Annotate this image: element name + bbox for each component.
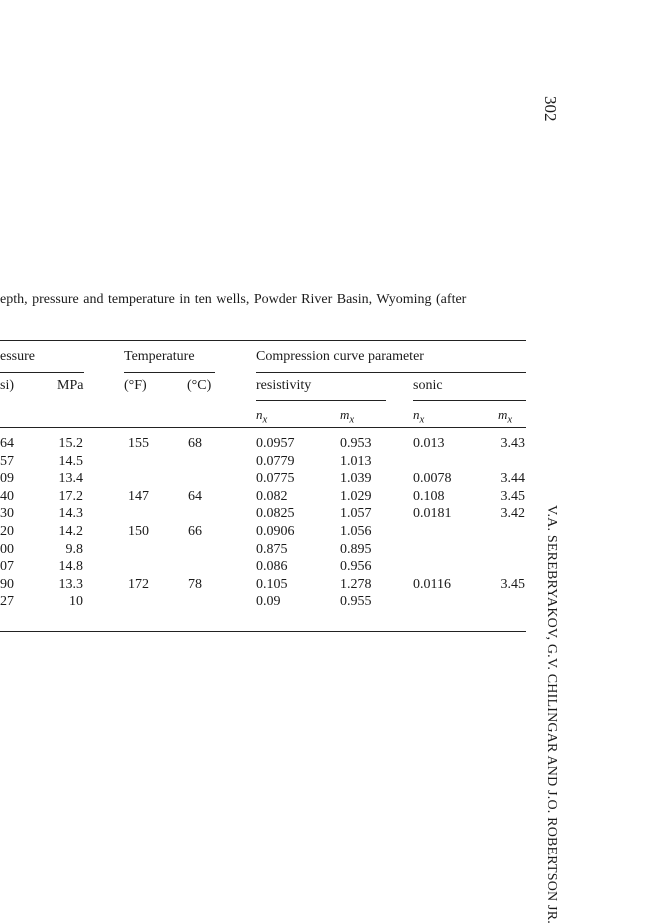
rule [256,372,526,373]
page-number: 302 [541,96,560,122]
cell-son-n: 0.0181 [413,506,452,522]
header-celsius: (°C) [187,378,212,393]
cell-psi: 20 [0,524,14,539]
cell-mpa: 10 [69,594,83,610]
header-sonic: sonic [413,378,443,393]
rule [256,400,386,401]
running-header: V.A. SEREBRYAKOV, G.V. CHILINGAR AND J.O… [544,505,559,924]
rule [124,372,215,373]
cell-mpa: 17.2 [58,488,84,504]
cell-mpa: 13.3 [58,576,84,592]
cell-res-n: 0.0825 [256,506,295,522]
header-mpa: MPa [57,378,84,393]
cell-psi: 90 [0,576,14,592]
header-fahrenheit: (°F) [124,378,147,393]
cell-c: 64 [188,488,202,504]
cell-psi: 40 [0,488,14,504]
cell-son-m: 3.44 [500,471,526,487]
cell-res-n: 0.875 [256,541,288,557]
cell-son-m: 3.42 [500,506,526,522]
cell-res-m: 0.956 [340,559,372,575]
cell-f: 172 [128,576,149,592]
cell-res-m: 1.057 [340,506,372,522]
cell-res-n: 0.0957 [256,436,295,451]
cell-res-n: 0.09 [256,594,281,610]
cell-son-m: 3.43 [500,436,526,451]
cell-son-n: 0.0116 [413,576,451,592]
cell-son-n: 0.108 [413,488,445,504]
bottom-rule [0,631,526,632]
cell-res-m: 1.278 [340,576,372,592]
cell-res-n: 0.0906 [256,524,295,539]
cell-res-n: 0.082 [256,488,288,504]
cell-res-m: 1.056 [340,524,372,539]
header-res-n: nx [256,407,268,426]
cell-res-m: 0.953 [340,436,372,451]
header-resistivity: resistivity [256,378,312,393]
rule [413,400,526,401]
cell-mpa: 14.3 [58,506,84,522]
cell-psi: 57 [0,453,14,469]
cell-f: 147 [128,488,149,504]
cell-mpa: 9.8 [65,541,84,557]
header-pressure: essure [0,349,35,364]
header-res-m: mx [340,407,355,426]
cell-res-n: 0.086 [256,559,288,575]
cell-res-m: 1.029 [340,488,372,504]
cell-res-n: 0.0779 [256,453,295,469]
cell-son-n: 0.0078 [413,471,452,487]
cell-mpa: 14.5 [58,453,84,469]
cell-res-m: 1.039 [340,471,372,487]
cell-f: 150 [128,524,149,539]
cell-res-m: 1.013 [340,453,372,469]
cell-psi: 00 [0,541,14,557]
cell-res-m: 0.895 [340,541,372,557]
cell-psi: 30 [0,506,14,522]
cell-c: 78 [188,576,202,592]
cell-mpa: 14.8 [58,559,84,575]
cell-res-n: 0.0775 [256,471,295,487]
cell-psi: 27 [0,594,14,610]
header-son-m: mx [498,407,513,426]
top-rule [0,340,526,341]
cell-psi: 64 [0,436,14,451]
cell-c: 66 [188,524,202,539]
cell-psi: 07 [0,559,14,575]
cell-mpa: 15.2 [58,436,84,451]
cell-f: 155 [128,436,149,451]
cell-psi: 09 [0,471,14,487]
header-compression: Compression curve parameter [256,349,424,364]
header-rule [0,427,526,428]
cell-res-n: 0.105 [256,576,288,592]
cell-mpa: 13.4 [58,471,84,487]
cell-res-m: 0.955 [340,594,372,610]
cell-c: 68 [188,436,202,451]
header-temperature: Temperature [124,349,195,364]
header-psi: si) [0,378,14,393]
rule [0,372,84,373]
cell-mpa: 14.2 [58,524,84,539]
cell-son-m: 3.45 [500,488,526,504]
cell-son-n: 0.013 [413,436,445,451]
cell-son-m: 3.45 [500,576,526,592]
table-caption: epth, pressure and temperature in ten we… [0,292,467,307]
header-son-n: nx [413,407,425,426]
